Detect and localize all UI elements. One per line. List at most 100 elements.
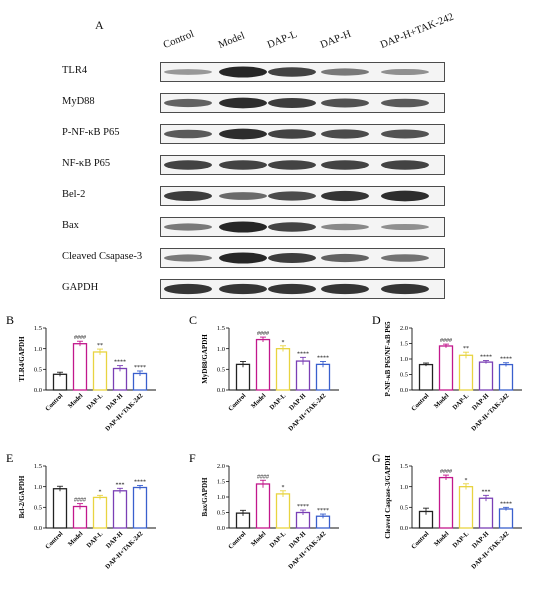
category-label: Model <box>250 392 268 410</box>
significance-mark: * <box>465 478 468 484</box>
bar-chart-e: E Bcl-2/GAPDH 0.0 0.5 1.0 1.5 Control #### Model… <box>0 450 183 593</box>
significance-mark: #### <box>257 331 269 337</box>
blot-band <box>219 66 267 78</box>
panel-letter: G <box>372 451 381 465</box>
blot-band <box>268 222 316 232</box>
bar <box>235 363 251 391</box>
category-label: Model <box>67 392 85 410</box>
y-tick-label: 2.0 <box>217 463 225 470</box>
significance-mark: **** <box>317 508 329 514</box>
panel-letter: B <box>6 313 14 327</box>
significance-mark: **** <box>114 360 126 366</box>
blot-strip <box>160 155 445 175</box>
blot-band <box>219 221 267 233</box>
category-label: Model <box>433 530 451 548</box>
blot-band <box>321 129 369 139</box>
bar <box>458 354 474 391</box>
bar <box>132 486 148 529</box>
bar <box>112 367 128 391</box>
bar-chart-g: G Cleaved Caspase-3/GAPDH 0.0 0.5 1.0 1.5 Cont… <box>366 450 549 593</box>
blot-band <box>381 68 429 76</box>
significance-mark: *** <box>482 489 491 495</box>
category-label: Control <box>410 392 430 412</box>
panel-letter: C <box>189 313 197 327</box>
y-tick-label: 1.0 <box>34 484 42 491</box>
blot-band <box>268 160 316 170</box>
bar <box>112 490 128 529</box>
blot-band <box>321 160 369 170</box>
blot-band <box>219 192 267 200</box>
blot-band <box>381 254 429 262</box>
y-axis-label: Bax/GAPDH <box>201 477 209 516</box>
blot-band <box>381 223 429 231</box>
blot-strip <box>160 248 445 268</box>
blot-band <box>321 68 369 76</box>
blot-band <box>164 223 212 231</box>
significance-mark: **** <box>480 355 492 361</box>
blot-band <box>164 191 212 201</box>
significance-mark: * <box>99 489 102 495</box>
lane-label: Control <box>161 28 196 51</box>
western-blot-panel: A Control Model DAP-L DAP-H DAP-H+TAK-242 TL… <box>62 11 456 299</box>
bar <box>438 476 454 529</box>
bar-chart-b: B TLR4/GAPDH 0.0 0.5 1.0 1.5 Control #### Model *… <box>0 312 183 455</box>
y-axis-label: Bcl-2/GAPDH <box>18 475 26 518</box>
category-label: Control <box>44 530 64 550</box>
blot-strip <box>160 93 445 113</box>
y-tick-label: 1.5 <box>217 479 225 486</box>
significance-mark: ** <box>463 346 469 352</box>
category-label: DAP-H+TAK-242 <box>470 392 510 432</box>
significance-mark: **** <box>297 351 309 357</box>
y-tick-label: 2.0 <box>400 325 408 332</box>
blot-band <box>321 283 369 295</box>
bar-chart-f: F Bax/GAPDH 0.0 0.5 1.0 1.5 2.0 Control #### Mode… <box>183 450 366 593</box>
significance-mark: **** <box>500 501 512 507</box>
significance-mark: * <box>282 485 285 491</box>
blot-band <box>268 67 316 77</box>
lane-label: DAP-H+TAK-242 <box>378 11 456 51</box>
blot-band <box>268 129 316 139</box>
category-label: Model <box>433 392 451 410</box>
blot-band <box>268 283 316 295</box>
blot-band <box>164 129 212 139</box>
protein-label: P-NF-κB P65 <box>62 127 120 138</box>
y-tick-label: 0.0 <box>217 387 225 394</box>
bar <box>72 505 88 529</box>
bar <box>478 361 494 391</box>
bar <box>438 345 454 391</box>
y-tick-label: 1.0 <box>34 346 42 353</box>
y-tick-label: 0.5 <box>400 505 408 512</box>
blot-strip <box>160 217 445 237</box>
blot-band <box>268 191 316 201</box>
category-label: DAP-H+TAK-242 <box>287 392 327 432</box>
category-label: Control <box>410 530 430 550</box>
y-tick-label: 1.0 <box>400 356 408 363</box>
bar <box>315 363 331 391</box>
bar <box>295 360 311 391</box>
category-label: DAP-H+TAK-242 <box>470 530 510 570</box>
y-tick-label: 0.0 <box>400 525 408 532</box>
bar <box>255 483 271 529</box>
bar <box>255 338 271 391</box>
y-tick-label: 1.5 <box>34 463 42 470</box>
category-label: DAP-L <box>85 530 104 549</box>
blot-band <box>219 252 267 264</box>
category-label: DAP-H+TAK-242 <box>104 392 144 432</box>
blot-band <box>268 98 316 108</box>
y-tick-label: 0.5 <box>34 367 42 374</box>
category-label: DAP-H+TAK-242 <box>287 530 327 570</box>
protein-label: Bax <box>62 220 79 231</box>
significance-mark: #### <box>440 469 452 475</box>
y-axis-label: Cleaved Caspase-3/GAPDH <box>384 455 392 539</box>
blot-band <box>164 98 212 108</box>
category-label: DAP-L <box>268 392 287 411</box>
blot-band <box>219 160 267 170</box>
protein-label: MyD88 <box>62 96 95 107</box>
blot-strip <box>160 279 445 299</box>
panel-letter: D <box>372 313 381 327</box>
bar <box>92 496 108 529</box>
bar <box>52 373 68 391</box>
significance-mark: **** <box>297 504 309 510</box>
significance-mark: #### <box>257 474 269 480</box>
category-label: Control <box>44 392 64 412</box>
